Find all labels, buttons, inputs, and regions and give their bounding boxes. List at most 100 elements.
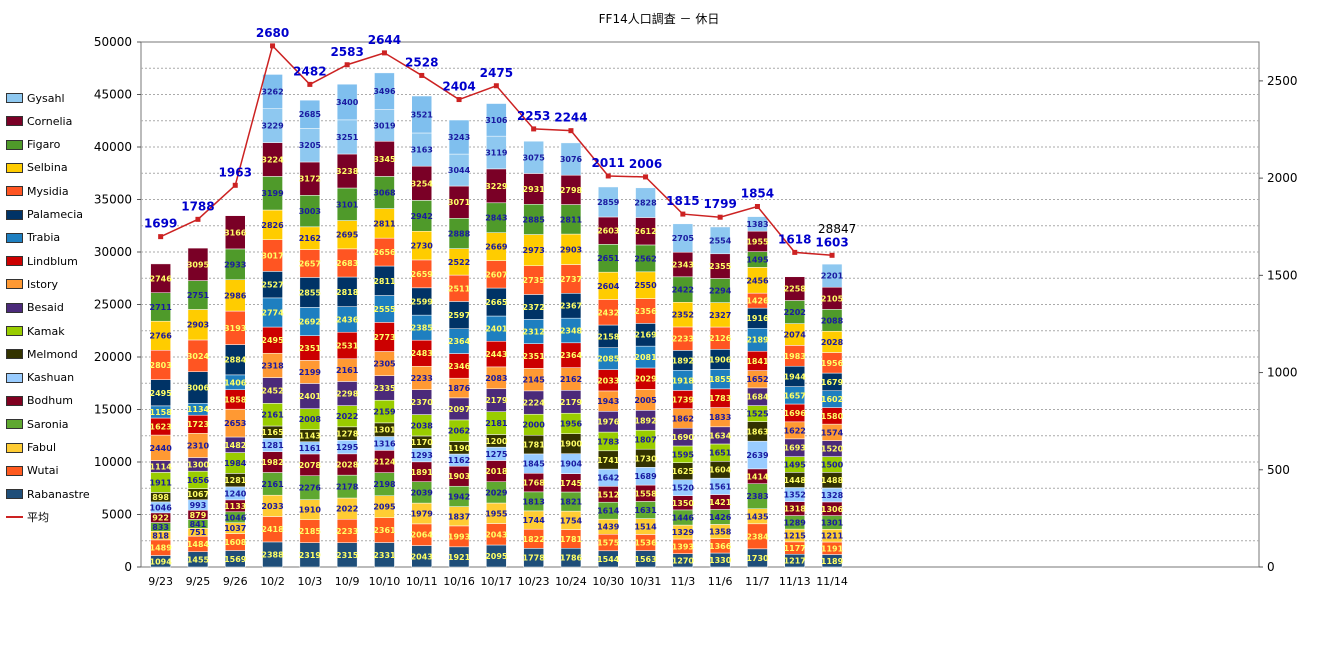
bar-segment-label: 1330 — [709, 556, 732, 565]
bar-segment-label: 1754 — [560, 516, 583, 525]
bar-segment-label: 3238 — [336, 167, 359, 176]
bar-segment-label: 1741 — [597, 456, 620, 465]
bar-segment-label: 1275 — [485, 450, 508, 459]
bar-segment-label: 3163 — [411, 146, 433, 155]
bar-segment-label: 2443 — [485, 350, 507, 359]
bar-segment-label: 1561 — [709, 482, 732, 491]
legend-label: Trabia — [27, 231, 61, 245]
x-tick-label: 10/31 — [630, 575, 662, 588]
bar-segment-label: 2185 — [299, 527, 322, 536]
x-tick-label: 9/25 — [186, 575, 211, 588]
legend-label: Melmond — [27, 347, 78, 361]
bar-segment-label: 2418 — [261, 525, 284, 534]
bar-segment-label: 2422 — [672, 286, 694, 295]
average-data-label: 2011 — [592, 156, 625, 170]
bar-segment-label: 1679 — [821, 378, 844, 387]
bar-segment-label: 2327 — [709, 311, 731, 320]
bar-segment-label: 2039 — [411, 488, 434, 497]
bar-segment-label: 2064 — [411, 531, 434, 540]
bar-segment-label: 2531 — [336, 341, 359, 350]
bar-segment-label: 2198 — [373, 480, 396, 489]
bar-segment-label: 1133 — [224, 502, 246, 511]
bar-segment-label: 1642 — [597, 474, 619, 483]
bar-segment-label: 1426 — [746, 297, 769, 306]
bar-segment-label: 1955 — [746, 237, 769, 246]
bar-segment-label: 1858 — [224, 395, 247, 404]
bar-segment-label: 2158 — [597, 332, 620, 341]
bar-segment-label: 2656 — [373, 248, 396, 257]
legend-label: Kashuan — [27, 371, 75, 385]
bar-segment — [598, 186, 619, 218]
bar-segment-label: 1602 — [821, 395, 843, 404]
bar-segment-label: 2597 — [448, 311, 470, 320]
bar-segment-label: 2161 — [336, 366, 359, 375]
bar-segment-label: 2885 — [523, 215, 546, 224]
bar-segment-label: 2599 — [411, 297, 434, 306]
bar-segment-label: 1625 — [672, 467, 695, 476]
bar-segment-label: 1190 — [448, 444, 471, 453]
bar-segment-label: 1484 — [187, 540, 210, 549]
legend-item: Saronia — [6, 416, 69, 432]
legend-item: Lindblum — [6, 253, 78, 269]
bar-segment-label: 1892 — [672, 356, 694, 365]
average-data-label: 2644 — [368, 33, 401, 47]
bar-segment-label: 2751 — [187, 291, 210, 300]
x-tick-label: 11/6 — [708, 575, 733, 588]
bar-segment-label: 1684 — [746, 393, 769, 402]
bar-segment-label: 1563 — [634, 555, 656, 564]
bar-segment-label: 2169 — [634, 331, 657, 340]
bar-segment-label: 2364 — [560, 351, 583, 360]
y2-tick-label: 500 — [1267, 463, 1290, 477]
bar-segment-label: 1393 — [672, 542, 694, 551]
bar-segment-label: 2811 — [560, 215, 583, 224]
bar-segment-label: 2189 — [746, 336, 769, 345]
bar-segment-label: 1316 — [373, 439, 396, 448]
bar-segment-label: 2318 — [261, 361, 284, 370]
bar-segment-label: 3044 — [448, 166, 471, 175]
bar-segment-label: 1448 — [784, 476, 807, 485]
legend-label: Selbina — [27, 161, 68, 175]
bar-segment-label: 3205 — [299, 141, 322, 150]
bar-segment-label: 2603 — [597, 227, 619, 236]
bar-segment-label: 3193 — [224, 324, 246, 333]
bar-segment-label: 2639 — [746, 451, 769, 460]
bar-segment-label: 2161 — [261, 480, 284, 489]
bar-segment-label: 1170 — [411, 438, 434, 447]
bar-segment-label: 1943 — [597, 397, 619, 406]
bar-segment-label: 2986 — [224, 291, 247, 300]
bar-segment-label: 2126 — [709, 334, 732, 343]
bar-segment-label: 1512 — [597, 490, 619, 499]
bar-segment-label: 2033 — [261, 502, 283, 511]
bar-segment — [262, 74, 283, 109]
bar-segment-label: 3345 — [373, 155, 396, 164]
bar-segment-label: 1745 — [560, 479, 583, 488]
bar-segment-label: 2199 — [299, 368, 322, 377]
bar-segment-label: 1426 — [709, 513, 732, 522]
bar-segment-label: 922 — [152, 514, 169, 523]
legend-item: Kashuan — [6, 370, 74, 386]
bar-segment-label: 1520 — [821, 445, 844, 454]
bar-segment-label: 1575 — [597, 539, 620, 548]
bar-segment-label: 2348 — [560, 326, 583, 335]
bar-segment-label: 1841 — [746, 357, 769, 366]
bar-segment-label: 3166 — [224, 228, 247, 237]
bar-segment-label: 2843 — [485, 214, 507, 223]
bar-segment-label: 1651 — [709, 449, 732, 458]
bar-segment-label: 3017 — [261, 252, 283, 261]
bar-segment-label: 1983 — [784, 352, 806, 361]
bar-segment-label: 2233 — [672, 335, 694, 344]
x-tick-label: 9/23 — [148, 575, 173, 588]
bar-segment-label: 2370 — [411, 398, 434, 407]
bar-segment-label: 1690 — [672, 433, 695, 442]
average-point — [605, 173, 611, 179]
bar-segment-label: 2305 — [373, 360, 396, 369]
bar-segment-label: 2555 — [373, 305, 396, 314]
legend-label: Fabul — [27, 441, 57, 454]
bar-segment-label: 2162 — [299, 234, 321, 243]
legend-swatch — [6, 162, 23, 173]
bar-segment-label: 1689 — [634, 472, 657, 481]
bar-segment-label: 2145 — [523, 376, 546, 385]
y-tick-label: 30000 — [94, 245, 132, 259]
legend-item: Figaro — [6, 137, 60, 153]
bar-segment-label: 2456 — [746, 276, 769, 285]
